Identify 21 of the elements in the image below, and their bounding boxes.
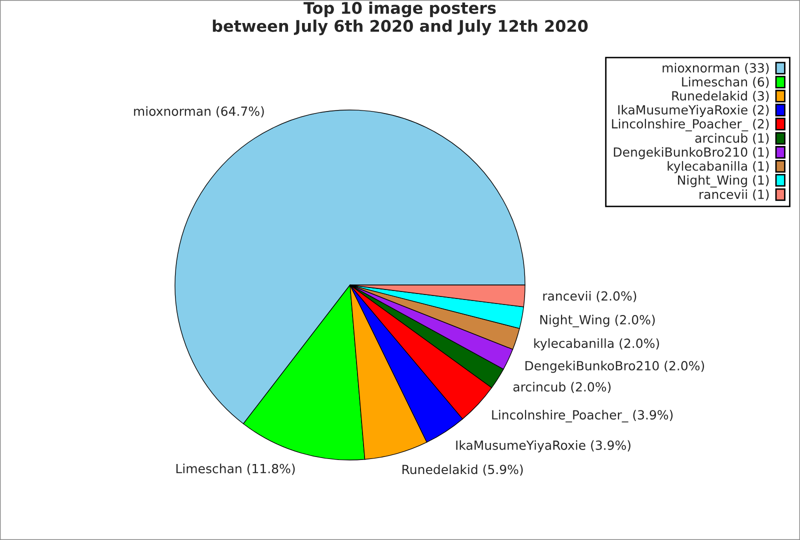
data-label: rancevii (2.0%) xyxy=(543,291,636,302)
data-label: DengekiBunkoBro210 (2.0%) xyxy=(525,360,704,373)
legend-label: Limeschan (6) xyxy=(682,76,769,88)
data-label: arcincub (2.0%) xyxy=(513,382,611,394)
legend-label: mioxnorman (33) xyxy=(662,62,769,74)
data-label: Night_Wing (2.0%) xyxy=(540,314,655,328)
legend-label: arcincub (1) xyxy=(695,133,769,144)
legend-label: Runedelakid (3) xyxy=(672,90,769,102)
data-label: Lincolnshire_Poacher_ (3.9%) xyxy=(492,410,673,422)
legend-label: kylecabanilla (1) xyxy=(668,161,769,174)
data-label: mioxnorman (64.7%) xyxy=(134,106,264,118)
chart-title: Top 10 image posters between July 6th 2020 and July 12th 2020 xyxy=(212,2,588,36)
data-label: Limeschan (11.8%) xyxy=(176,464,295,475)
legend-label: Night_Wing (1) xyxy=(678,175,769,188)
data-label: IkaMusumeYiyaRoxie (3.9%) xyxy=(456,440,630,452)
data-label: Runedelakid (5.9%) xyxy=(402,464,523,476)
legend-label: rancevii (1) xyxy=(700,189,769,201)
legend-label: DengekiBunkoBro210 (1) xyxy=(614,147,769,160)
data-label: kylecabanilla (2.0%) xyxy=(534,338,659,350)
legend-label: IkaMusumeYiyaRoxie (2) xyxy=(618,104,769,117)
legend-label: Lincolnshire_Poacher_ (2) xyxy=(612,118,769,132)
